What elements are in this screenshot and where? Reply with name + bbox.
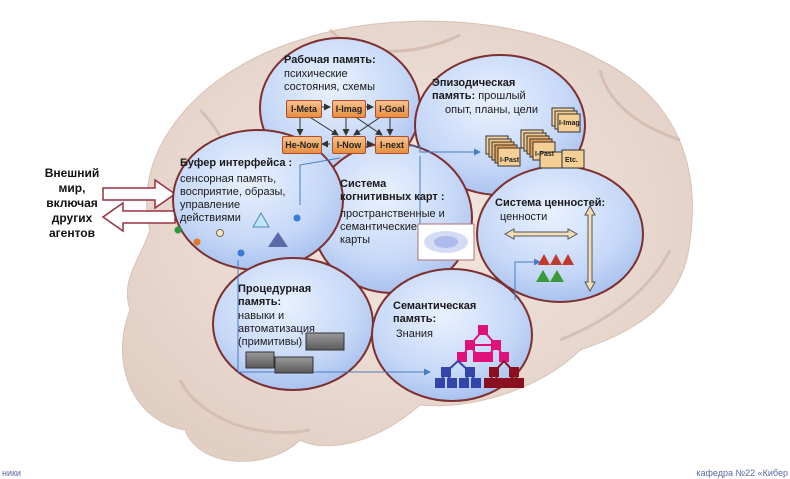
cream-dot: [216, 229, 224, 237]
card-label-etc: Etc.: [565, 157, 578, 164]
orange-dot: [193, 238, 201, 246]
working-memory-links: [296, 103, 394, 148]
values-title: Система ценностей:: [495, 197, 606, 209]
card-label-past-2: I-Past: [535, 151, 555, 158]
buffer-shapes: [174, 211, 301, 257]
episodic-body-first: прошлый: [475, 90, 526, 102]
node-i-goal: I-Goal: [375, 100, 409, 118]
output-arrow: [101, 201, 176, 233]
horizontal-double-arrow: [503, 228, 579, 240]
dark-triangle: [268, 232, 288, 247]
cognitive-title: Система когнитивных карт :: [340, 178, 445, 203]
semantic-body: Знания: [396, 328, 434, 340]
cognitive-map-image: [417, 223, 475, 261]
buffer-body: сенсорная память, восприятие, образы, уп…: [180, 173, 286, 224]
episodic-title-block: Эпизодическая память: прошлый: [432, 77, 526, 103]
node-he-now: He-Now: [282, 136, 322, 154]
procedural-title: Процедурная память:: [238, 283, 312, 308]
buffer-title: Буфер интерфейса :: [180, 157, 293, 169]
vertical-double-arrow: [584, 204, 596, 293]
episodic-title: Эпизодическая память:: [432, 77, 516, 102]
node-i-next: I-next: [375, 136, 409, 154]
cognitive-body: пространственные и семантические карты: [340, 208, 445, 246]
green-dot: [174, 226, 182, 234]
footer-right-text: кафедра №22 «Кибер: [696, 468, 788, 478]
light-triangle: [252, 211, 270, 228]
working-memory-body: психические состояния, схемы: [284, 68, 375, 93]
values-body: ценности: [500, 211, 548, 223]
card-label-imag: I-Imag: [559, 120, 580, 127]
card-label-past-1: I-Past: [500, 157, 520, 164]
semantic-title: Семантическая память:: [393, 300, 477, 325]
episodic-card-stacks: [485, 107, 585, 169]
values-arrows: [503, 204, 596, 293]
episodic-body-rest: опыт, планы, цели: [445, 104, 538, 116]
procedural-bars: [245, 332, 345, 374]
external-io-arrows: [101, 178, 177, 233]
external-world-label: Внешний мир, включая других агентов: [44, 166, 100, 240]
blue-dot: [293, 214, 301, 222]
procedural-body: навыки и автоматизация (примитивы): [238, 310, 315, 348]
input-arrow: [102, 178, 177, 210]
node-i-imag: I-Imag: [332, 100, 366, 118]
blue-links: [237, 145, 541, 376]
value-triangles: [536, 254, 574, 282]
working-memory-title: Рабочая память:: [284, 54, 376, 66]
semantic-network-left: [435, 360, 481, 388]
node-i-now: I-Now: [332, 136, 366, 154]
footer-left-text: ники: [2, 468, 21, 478]
node-i-meta: I-Meta: [286, 100, 322, 118]
semantic-network-right: [484, 360, 524, 388]
blue-dot-2: [237, 249, 245, 257]
